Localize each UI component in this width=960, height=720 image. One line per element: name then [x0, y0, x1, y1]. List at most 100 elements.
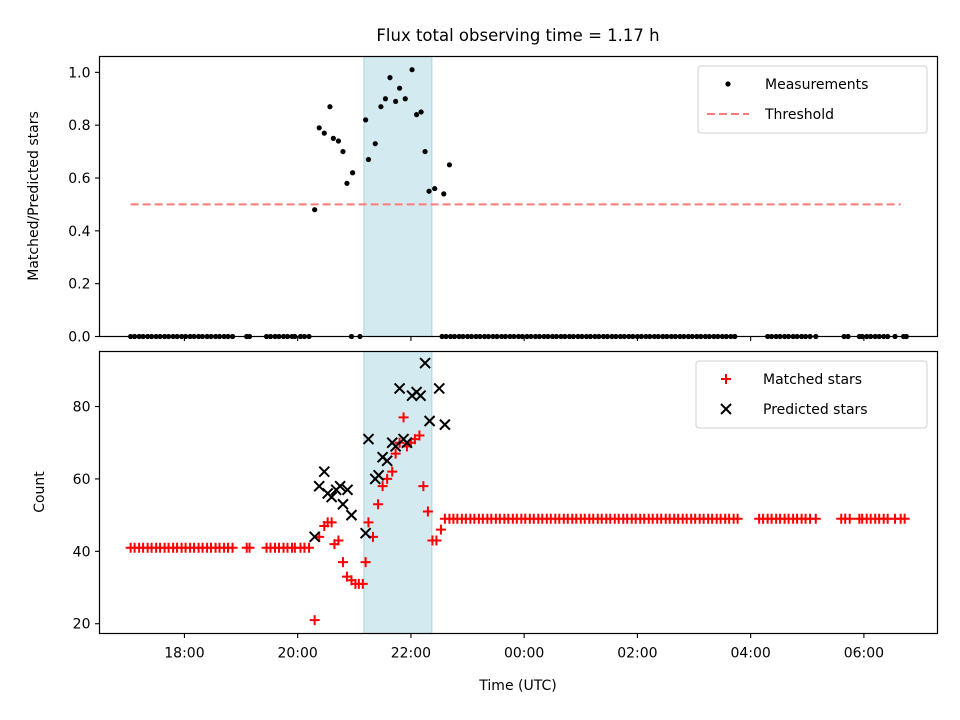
data-point: [441, 191, 447, 197]
data-point: [401, 437, 413, 449]
y-tick-label: 80: [73, 400, 91, 416]
data-point: [325, 491, 338, 503]
data-point: [341, 484, 354, 496]
legend-entry: Predicted stars: [720, 402, 868, 418]
data-point: [334, 480, 346, 492]
legend-label: Measurements: [765, 77, 868, 93]
data-point: [316, 125, 322, 131]
x-tick-label: 02:00: [617, 646, 657, 662]
data-point: [312, 207, 318, 213]
data-point: [844, 513, 855, 524]
data-point: [431, 535, 442, 546]
series-predicted-stars: [308, 357, 451, 543]
data-point: [327, 104, 333, 110]
data-point: [432, 185, 438, 192]
ratio-panel: 0.0 0.2 0.4 0.6 0.8 1.0 Matched/Predicted sta…: [26, 55, 939, 346]
data-point: [318, 465, 330, 478]
y-tick-label: 0.6: [68, 171, 90, 187]
data-point: [419, 357, 431, 369]
x-tick-label: 22:00: [391, 646, 431, 662]
plot-frame: [98, 55, 939, 338]
data-point: [357, 578, 368, 589]
data-point: [345, 509, 358, 521]
data-point: [446, 162, 453, 168]
legend-entry: Threshold: [707, 107, 834, 123]
data-point: [810, 513, 821, 524]
data-point: [359, 527, 372, 539]
data-point: [340, 148, 346, 155]
data-point: [423, 415, 436, 427]
observing-window-span: [363, 351, 433, 634]
data-point: [426, 188, 432, 194]
legend-entry: Matched stars: [721, 372, 862, 388]
data-point: [372, 469, 385, 482]
data-point: [409, 67, 415, 73]
data-point: [382, 473, 393, 484]
data-point: [422, 148, 428, 155]
y-tick-label: 40: [73, 544, 91, 560]
x-tick-label: 06:00: [844, 646, 884, 662]
x-tick-label: 00:00: [504, 646, 544, 662]
data-point: [418, 481, 429, 492]
data-point: [365, 156, 372, 163]
data-point: [244, 542, 255, 553]
chart-title: Flux total observing time = 1.17 h: [376, 26, 659, 45]
legend-label: Predicted stars: [763, 402, 868, 418]
data-point: [414, 430, 425, 441]
legend: [695, 360, 928, 429]
data-point: [390, 448, 401, 459]
data-point: [308, 531, 321, 543]
data-point: [330, 135, 336, 141]
x-tick-label: 04:00: [730, 646, 770, 662]
legend-label: Threshold: [764, 107, 834, 123]
data-point: [337, 498, 349, 510]
legend-label: Matched stars: [763, 372, 862, 388]
data-point: [433, 382, 445, 395]
data-point: [381, 455, 393, 467]
data-point: [439, 418, 451, 431]
y-axis-label: Count: [32, 471, 48, 513]
data-point: [387, 466, 398, 477]
data-point: [372, 141, 378, 147]
data-point: [414, 389, 427, 402]
y-axis-label: Matched/Predicted stars: [26, 111, 42, 281]
data-point: [377, 481, 388, 492]
x-axis-label: Time (UTC): [478, 678, 556, 694]
x-tick-label: 20:00: [277, 646, 317, 662]
data-point: [227, 542, 238, 553]
y-tick-label: 1.0: [68, 65, 90, 81]
data-point: [413, 112, 420, 118]
data-point: [732, 513, 743, 524]
data-point: [321, 130, 327, 136]
observing-window-span: [363, 56, 433, 337]
data-point: [402, 96, 408, 102]
data-point: [393, 382, 406, 395]
data-point: [398, 412, 409, 423]
series-matched-stars: [125, 412, 910, 626]
counts-panel: 20 40 60 80 18:00 20:00 22:00 00:00 02:00 04:00 06…: [32, 350, 939, 694]
data-point: [387, 75, 393, 81]
data-point: [362, 433, 375, 445]
data-point: [378, 104, 384, 110]
data-point: [373, 499, 384, 510]
legend-marker: [725, 81, 731, 87]
data-point: [360, 557, 371, 568]
data-point: [899, 513, 910, 524]
plot-frame: [98, 350, 939, 635]
data-point: [344, 180, 350, 186]
legend-marker: [721, 374, 731, 384]
data-point: [333, 535, 344, 546]
y-tick-label: 0.8: [68, 118, 90, 134]
legend-entry: Measurements: [725, 77, 868, 93]
data-point: [363, 517, 374, 528]
data-point: [335, 138, 342, 144]
data-point: [363, 117, 369, 123]
data-point: [422, 506, 433, 517]
x-tick-label: 18:00: [164, 646, 204, 662]
y-tick-label: 60: [73, 472, 91, 488]
legend-marker: [720, 403, 732, 415]
legend: [697, 65, 928, 134]
data-point: [435, 524, 446, 535]
y-tick-label: 0.4: [68, 224, 90, 240]
